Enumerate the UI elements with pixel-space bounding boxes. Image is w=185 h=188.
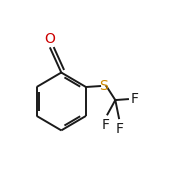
Text: O: O [44,32,55,46]
Text: F: F [116,121,124,136]
Text: F: F [101,118,109,132]
Text: F: F [131,92,139,106]
Text: S: S [99,79,108,93]
